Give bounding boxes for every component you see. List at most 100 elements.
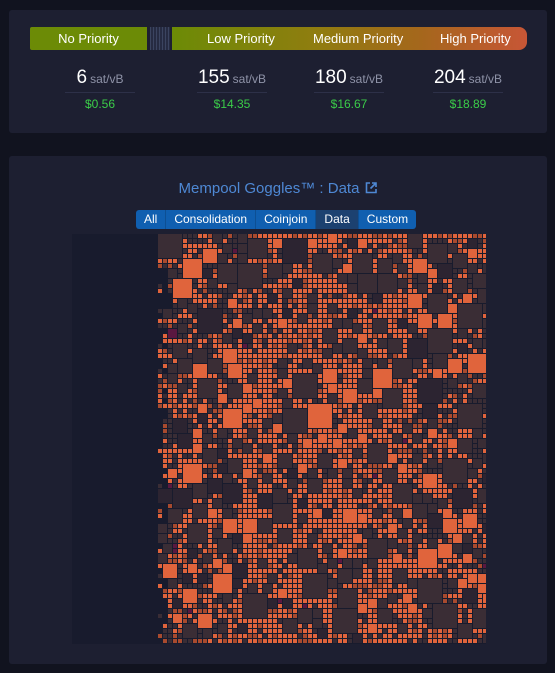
- transaction-block[interactable]: [373, 359, 377, 363]
- transaction-block[interactable]: [408, 324, 417, 333]
- transaction-block[interactable]: [263, 349, 267, 353]
- transaction-block[interactable]: [168, 454, 172, 458]
- transaction-block[interactable]: [438, 434, 442, 438]
- transaction-block[interactable]: [303, 489, 307, 493]
- transaction-block[interactable]: [313, 399, 317, 403]
- transaction-block[interactable]: [248, 489, 252, 493]
- transaction-block[interactable]: [463, 609, 467, 613]
- transaction-block[interactable]: [298, 574, 302, 578]
- transaction-block[interactable]: [413, 289, 417, 293]
- transaction-block[interactable]: [448, 414, 452, 418]
- transaction-block[interactable]: [353, 304, 357, 308]
- transaction-block[interactable]: [343, 249, 347, 253]
- transaction-block[interactable]: [478, 349, 482, 353]
- transaction-block[interactable]: [283, 549, 287, 553]
- transaction-block[interactable]: [243, 369, 247, 373]
- transaction-block[interactable]: [203, 239, 207, 243]
- transaction-block[interactable]: [333, 504, 337, 508]
- transaction-block[interactable]: [333, 299, 337, 303]
- transaction-block[interactable]: [353, 479, 357, 483]
- transaction-block[interactable]: [223, 404, 227, 408]
- transaction-block[interactable]: [293, 639, 297, 643]
- transaction-block[interactable]: [208, 374, 212, 378]
- transaction-block[interactable]: [453, 234, 457, 238]
- transaction-block[interactable]: [303, 624, 307, 628]
- transaction-block[interactable]: [453, 414, 457, 418]
- transaction-block[interactable]: [403, 239, 407, 243]
- transaction-block[interactable]: [378, 254, 382, 258]
- transaction-block[interactable]: [278, 454, 292, 468]
- transaction-block[interactable]: [423, 474, 437, 488]
- transaction-block[interactable]: [483, 469, 486, 473]
- transaction-block[interactable]: [478, 564, 482, 568]
- transaction-block[interactable]: [273, 544, 277, 548]
- transaction-block[interactable]: [283, 584, 287, 588]
- transaction-block[interactable]: [348, 329, 352, 333]
- transaction-block[interactable]: [413, 594, 417, 598]
- transaction-block[interactable]: [193, 399, 197, 403]
- transaction-block[interactable]: [378, 304, 382, 308]
- transaction-block[interactable]: [288, 594, 292, 598]
- transaction-block[interactable]: [473, 379, 477, 383]
- transaction-block[interactable]: [383, 524, 387, 528]
- transaction-block[interactable]: [323, 364, 327, 368]
- transaction-block[interactable]: [178, 359, 192, 373]
- transaction-block[interactable]: [158, 509, 162, 513]
- transaction-block[interactable]: [398, 464, 407, 473]
- transaction-block[interactable]: [263, 484, 267, 488]
- transaction-block[interactable]: [368, 504, 372, 508]
- transaction-block[interactable]: [188, 524, 207, 543]
- transaction-block[interactable]: [368, 624, 377, 633]
- transaction-block[interactable]: [483, 424, 486, 428]
- transaction-block[interactable]: [178, 544, 182, 548]
- transaction-block[interactable]: [428, 289, 432, 293]
- transaction-block[interactable]: [208, 429, 212, 433]
- transaction-block[interactable]: [303, 604, 307, 608]
- transaction-block[interactable]: [308, 269, 312, 273]
- transaction-block[interactable]: [423, 329, 427, 333]
- transaction-block[interactable]: [348, 274, 357, 283]
- transaction-block[interactable]: [448, 634, 452, 638]
- transaction-block[interactable]: [383, 234, 387, 238]
- transaction-block[interactable]: [273, 374, 277, 378]
- transaction-block[interactable]: [383, 504, 387, 508]
- transaction-block[interactable]: [298, 329, 302, 333]
- transaction-block[interactable]: [288, 434, 297, 443]
- transaction-block[interactable]: [238, 474, 242, 478]
- transaction-block[interactable]: [308, 464, 312, 468]
- transaction-block[interactable]: [428, 244, 447, 263]
- transaction-block[interactable]: [188, 374, 192, 378]
- transaction-block[interactable]: [403, 589, 407, 593]
- transaction-block[interactable]: [203, 434, 212, 443]
- transaction-block[interactable]: [363, 344, 367, 348]
- transaction-block[interactable]: [343, 369, 347, 373]
- transaction-block[interactable]: [163, 424, 167, 428]
- transaction-block[interactable]: [178, 539, 182, 543]
- transaction-block[interactable]: [428, 634, 432, 638]
- transaction-block[interactable]: [303, 479, 307, 483]
- transaction-block[interactable]: [278, 399, 282, 403]
- transaction-block[interactable]: [268, 394, 272, 398]
- transaction-block[interactable]: [408, 404, 412, 408]
- transaction-block[interactable]: [408, 554, 412, 558]
- transaction-block[interactable]: [293, 354, 297, 358]
- transaction-block[interactable]: [168, 389, 172, 393]
- transaction-block[interactable]: [268, 264, 282, 278]
- transaction-block[interactable]: [368, 634, 372, 638]
- transaction-block[interactable]: [423, 639, 427, 643]
- transaction-block[interactable]: [213, 464, 217, 468]
- transaction-block[interactable]: [338, 529, 342, 533]
- transaction-block[interactable]: [333, 514, 337, 518]
- transaction-block[interactable]: [383, 494, 387, 498]
- transaction-block[interactable]: [193, 319, 197, 323]
- transaction-block[interactable]: [293, 234, 297, 238]
- transaction-block[interactable]: [438, 539, 442, 543]
- transaction-block[interactable]: [373, 439, 377, 443]
- transaction-block[interactable]: [243, 479, 247, 483]
- transaction-block[interactable]: [268, 434, 272, 438]
- transaction-block[interactable]: [373, 474, 377, 478]
- transaction-block[interactable]: [308, 274, 312, 278]
- transaction-block[interactable]: [353, 499, 357, 503]
- transaction-block[interactable]: [453, 399, 457, 403]
- transaction-block[interactable]: [268, 279, 272, 283]
